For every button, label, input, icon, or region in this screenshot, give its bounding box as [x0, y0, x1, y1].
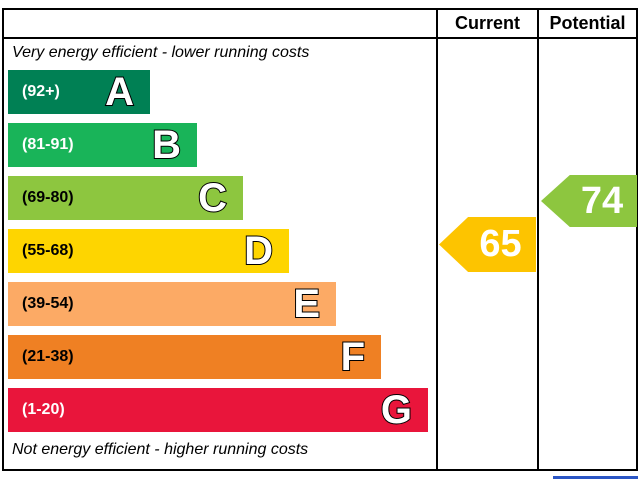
- header-divider-line: [2, 37, 638, 39]
- potential-column-header: Potential: [549, 13, 626, 33]
- band-c: (69-80) C: [8, 175, 243, 221]
- band-g: (1-20) G: [8, 387, 428, 433]
- band-e: (39-54) E: [8, 281, 336, 327]
- potential-rating-arrow: 74: [541, 175, 637, 227]
- top-caption: Very energy efficient - lower running co…: [12, 44, 310, 61]
- chart-outer-border: [2, 8, 638, 471]
- band-a-range: (92+): [22, 83, 60, 100]
- band-a: (92+) A: [8, 69, 150, 115]
- band-f: (21-38) F: [8, 334, 381, 380]
- band-b-range: (81-91): [22, 136, 74, 153]
- band-c-letter: C: [197, 175, 228, 221]
- current-rating-value: 65: [479, 223, 522, 265]
- cropped-blue-element-edge: [553, 476, 638, 479]
- band-f-letter: F: [340, 334, 366, 380]
- band-d: (55-68) D: [8, 228, 289, 274]
- current-column-left-border: [436, 8, 438, 471]
- band-d-letter: D: [243, 228, 274, 274]
- band-b: (81-91) B: [8, 122, 197, 168]
- bottom-caption: Not energy efficient - higher running co…: [12, 441, 309, 458]
- band-f-range: (21-38): [22, 348, 74, 365]
- band-g-range: (1-20): [22, 401, 65, 418]
- current-column-header: Current: [454, 13, 520, 33]
- band-g-letter: G: [380, 387, 413, 433]
- band-b-letter: B: [151, 122, 182, 168]
- band-e-letter: E: [292, 281, 321, 327]
- band-a-letter: A: [104, 69, 135, 115]
- band-e-range: (39-54): [22, 295, 74, 312]
- potential-rating-value: 74: [580, 179, 624, 222]
- band-d-range: (55-68): [22, 242, 74, 259]
- potential-column-left-border: [537, 8, 539, 471]
- band-c-range: (69-80): [22, 189, 74, 206]
